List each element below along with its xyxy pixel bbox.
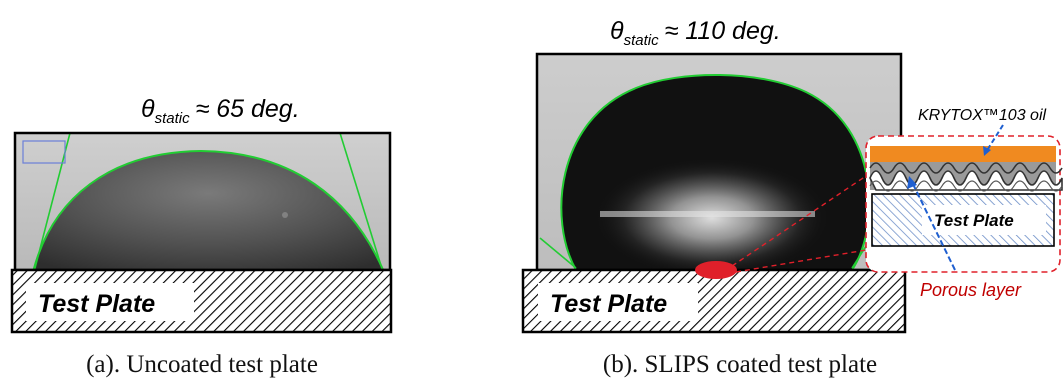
droplet-image-b (537, 54, 901, 270)
oil-arrow (985, 124, 1004, 153)
tangent-line-left-a (33, 133, 71, 270)
droplet-a (33, 151, 384, 270)
tangent-line-right-a (339, 133, 384, 270)
panel-a: θstatic ≈ 65 deg. Test Plate (a). Uncoate… (10, 95, 393, 378)
angle-label-a: θstatic ≈ 65 deg. (141, 95, 300, 127)
roi-box (22, 140, 66, 164)
oil-label: KRYTOX™103 oil (918, 107, 1047, 124)
slips-inset: Test Plate (865, 124, 1063, 273)
panel-b: θstatic ≈ 110 deg. Test Plate (521, 17, 1063, 378)
porous-arrow (911, 181, 956, 271)
test-plate-label-b: Test Plate (550, 290, 667, 318)
inset-test-plate-label: Test Plate (934, 211, 1014, 230)
inset-test-plate-label-bg (922, 205, 1046, 235)
test-plate-label-bg-b (538, 283, 698, 321)
caption-b: (b). SLIPS coated test plate (603, 351, 877, 378)
contact-spot (695, 261, 737, 279)
tangent-line-left-b (539, 237, 577, 269)
test-plate-label-a: Test Plate (38, 290, 155, 318)
callout-line-lower (735, 249, 867, 273)
angle-label-b: θstatic ≈ 110 deg. (610, 17, 781, 49)
test-plate-label-bg-a (26, 283, 194, 321)
porous-layer-label: Porous layer (920, 280, 1022, 300)
caption-a: (a). Uncoated test plate (86, 351, 318, 378)
droplet-image-a (15, 133, 390, 270)
contact-fit-curve-a (32, 149, 385, 270)
test-plate-a (10, 268, 393, 334)
